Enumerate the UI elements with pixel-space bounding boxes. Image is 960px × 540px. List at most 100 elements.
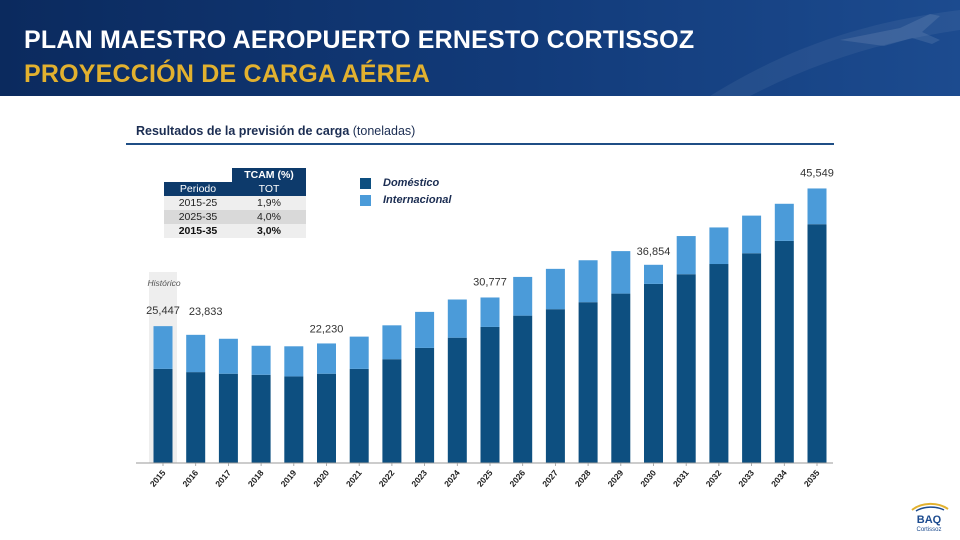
tot-cell: 3,0% [232, 224, 306, 238]
bar-domestic-2031 [676, 274, 696, 463]
bar-domestic-2034 [774, 240, 794, 463]
bar-domestic-2015 [153, 368, 173, 463]
tot-column-header: TOT [232, 182, 306, 196]
x-tick-label-2030: 2030 [638, 468, 658, 489]
bar-international-2017 [218, 338, 238, 374]
table-row: 2015-35 3,0% [164, 224, 306, 238]
chart-legend: Doméstico Internacional [360, 177, 451, 211]
period-column-header: Periodo [164, 182, 232, 196]
data-label-2020: 22,230 [310, 323, 344, 335]
bar-domestic-2027 [545, 309, 565, 463]
svg-text:Cortissoz: Cortissoz [916, 527, 941, 533]
tcam-table: TCAM (%) Periodo TOT 2015-25 1,9% 2025-3… [164, 168, 306, 238]
title-divider [126, 143, 834, 145]
bar-international-2033 [742, 215, 762, 254]
x-tick-label-2016: 2016 [180, 468, 200, 489]
data-label-2016: 23,833 [189, 306, 223, 318]
bar-international-2029 [611, 251, 631, 294]
bar-international-2022 [382, 325, 402, 360]
bar-international-2025 [480, 297, 500, 327]
bar-international-2034 [774, 203, 794, 241]
svg-text:BAQ: BAQ [917, 514, 942, 526]
bar-international-2019 [284, 346, 304, 377]
bar-domestic-2033 [742, 253, 762, 463]
bar-international-2020 [317, 343, 336, 374]
period-cell: 2025-35 [164, 210, 232, 224]
bar-domestic-2029 [611, 293, 631, 463]
bar-domestic-2020 [317, 373, 336, 463]
x-tick-label-2032: 2032 [704, 468, 724, 489]
chart-title-main: Resultados de la previsión de carga [136, 124, 350, 138]
x-tick-label-2035: 2035 [802, 468, 822, 489]
data-label-2015: 25,447 [146, 305, 180, 317]
bar-domestic-2032 [709, 264, 729, 463]
bar-domestic-2017 [218, 373, 238, 463]
x-tick-label-2027: 2027 [540, 468, 560, 489]
legend-swatch-domestic [360, 177, 371, 189]
legend-item-domestic: Doméstico [360, 177, 451, 194]
x-tick-label-2017: 2017 [213, 468, 233, 489]
x-tick-label-2025: 2025 [475, 468, 495, 489]
x-tick-label-2033: 2033 [736, 468, 756, 489]
title-banner: PLAN MAESTRO AEROPUERTO ERNESTO CORTISSO… [0, 0, 960, 96]
period-cell: 2015-35 [164, 224, 232, 238]
bar-domestic-2030 [644, 283, 663, 463]
chart-title-unit: (toneladas) [352, 124, 416, 138]
legend-label-international: Internacional [383, 194, 452, 207]
page-subtitle: PROYECCIÓN DE CARGA AÉREA [24, 60, 430, 88]
legend-label-domestic: Doméstico [383, 177, 440, 190]
bar-international-2031 [676, 236, 696, 275]
x-tick-label-2028: 2028 [573, 468, 593, 489]
page-title: PLAN MAESTRO AEROPUERTO ERNESTO CORTISSO… [24, 26, 695, 54]
bar-international-2032 [709, 227, 729, 265]
period-cell: 2015-25 [164, 196, 232, 210]
bar-international-2018 [251, 345, 271, 375]
bar-domestic-2024 [447, 337, 467, 463]
bar-international-2035 [807, 188, 827, 225]
bar-domestic-2035 [807, 224, 827, 463]
bar-international-2030 [644, 264, 663, 284]
x-tick-label-2031: 2031 [671, 468, 691, 489]
x-tick-label-2023: 2023 [409, 468, 429, 489]
bar-international-2026 [513, 276, 533, 316]
x-tick-label-2018: 2018 [246, 468, 266, 489]
bar-domestic-2022 [382, 359, 402, 463]
bar-international-2023 [415, 311, 435, 348]
x-tick-label-2029: 2029 [606, 468, 626, 489]
data-label-2030: 36,854 [637, 246, 671, 258]
chart-title: Resultados de la previsión de carga (ton… [136, 124, 415, 138]
airplane-watermark-icon [710, 10, 960, 96]
legend-item-international: Internacional [360, 194, 451, 211]
bar-international-2015 [153, 326, 173, 369]
x-tick-label-2026: 2026 [507, 468, 527, 489]
bar-international-2021 [349, 336, 369, 369]
tcam-table-corner [164, 168, 232, 182]
legend-swatch-international [360, 194, 371, 206]
x-tick-label-2015: 2015 [148, 468, 168, 489]
bar-domestic-2025 [480, 326, 500, 463]
x-tick-label-2034: 2034 [769, 468, 789, 489]
x-tick-label-2021: 2021 [344, 468, 364, 489]
bar-international-2024 [447, 299, 467, 338]
bar-domestic-2018 [251, 374, 271, 463]
x-tick-label-2022: 2022 [377, 468, 397, 489]
bar-international-2027 [545, 268, 565, 310]
x-tick-label-2019: 2019 [279, 468, 299, 489]
tot-cell: 4,0% [232, 210, 306, 224]
data-label-2025: 30,777 [473, 276, 507, 288]
bar-domestic-2019 [284, 376, 304, 463]
tot-cell: 1,9% [232, 196, 306, 210]
table-row: 2025-35 4,0% [164, 210, 306, 224]
bar-domestic-2021 [349, 368, 369, 463]
baq-cortissoz-logo: BAQ Cortissoz [911, 502, 949, 533]
bar-domestic-2023 [415, 347, 435, 463]
tcam-header: TCAM (%) [232, 168, 306, 182]
bar-international-2016 [186, 334, 206, 373]
bar-international-2028 [578, 260, 598, 303]
bar-domestic-2016 [186, 372, 206, 463]
historic-label: Histórico [148, 278, 181, 288]
data-label-2035: 45,549 [800, 167, 834, 179]
bar-domestic-2028 [578, 302, 598, 463]
bar-domestic-2026 [513, 315, 533, 463]
